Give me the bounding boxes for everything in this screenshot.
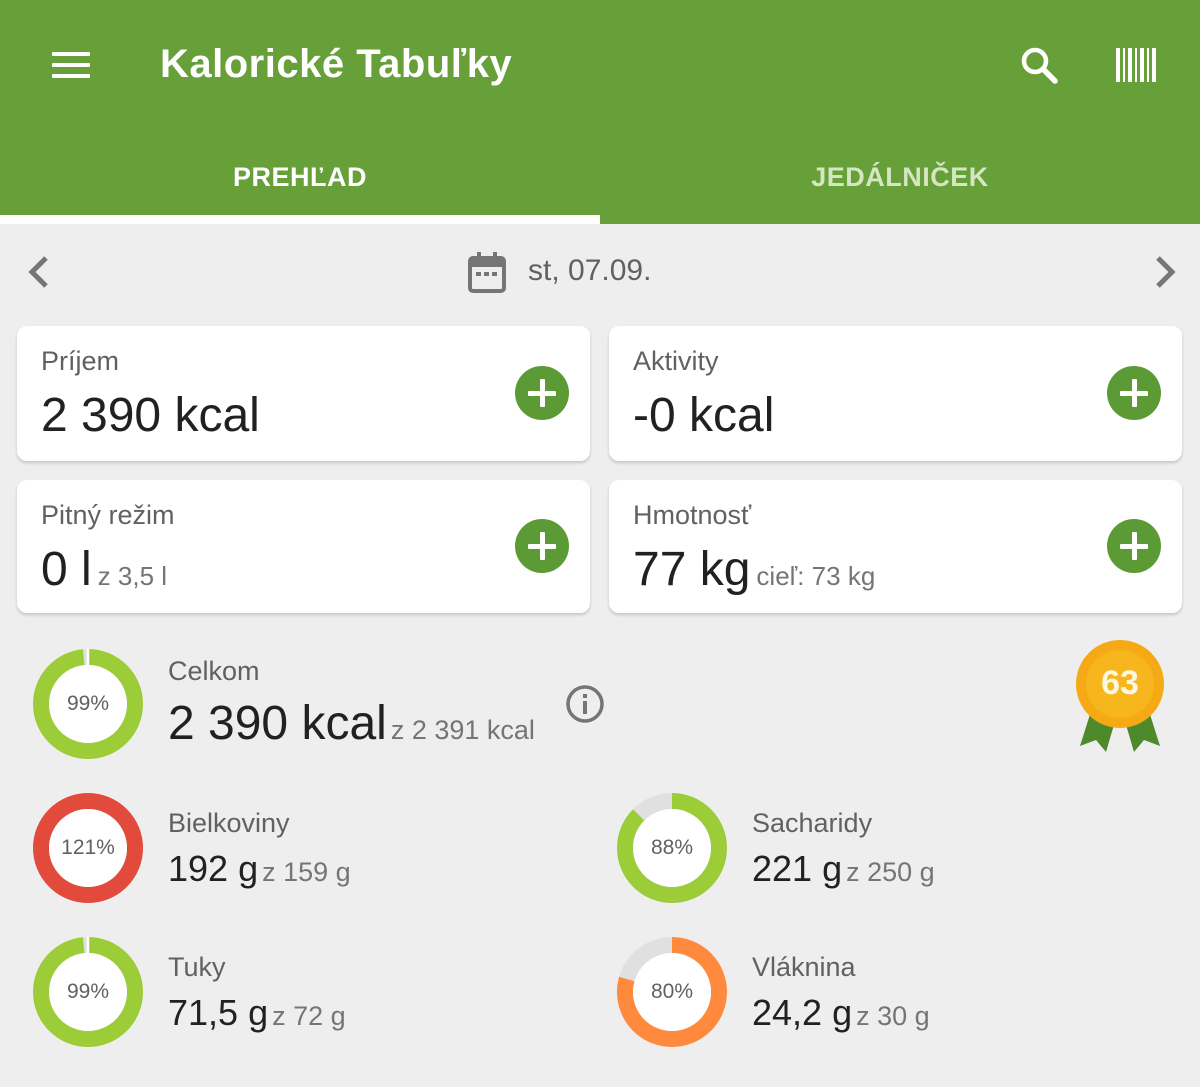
tab-overview[interactable]: PREHĽAD xyxy=(232,162,367,192)
calendar-icon[interactable] xyxy=(468,252,506,294)
fiber-goal: z 30 g xyxy=(856,1001,930,1031)
protein-percent: 121% xyxy=(61,836,115,859)
fat-goal: z 72 g xyxy=(272,1001,346,1031)
app-title: Kalorické Tabuľky xyxy=(160,42,513,86)
protein-amount: 192 g xyxy=(168,848,259,889)
protein-goal: z 159 g xyxy=(262,857,351,887)
barcode-icon[interactable] xyxy=(1114,46,1158,84)
carbs-amount: 221 g xyxy=(752,848,843,889)
add-weight-button[interactable] xyxy=(1107,519,1161,573)
chevron-left-icon[interactable] xyxy=(20,250,60,294)
tab-indicator xyxy=(0,215,600,224)
total-value: 2 390 kcal z 2 391 kcal xyxy=(168,696,535,751)
chevron-right-icon[interactable] xyxy=(1144,250,1184,294)
tab-meal-plan[interactable]: JEDÁLNIČEK xyxy=(811,162,989,192)
total-goal: z 2 391 kcal xyxy=(390,715,535,745)
info-icon[interactable] xyxy=(564,683,606,725)
fat-amount: 71,5 g xyxy=(168,992,269,1033)
fiber-progress-ring xyxy=(617,937,727,1047)
total-amount: 2 390 kcal xyxy=(168,697,387,750)
weight-amount: 77 kg xyxy=(633,543,751,596)
protein-label: Bielkoviny xyxy=(168,808,290,838)
ring-center xyxy=(633,809,711,887)
weight-label: Hmotnosť xyxy=(633,500,752,530)
ring-progress xyxy=(617,937,727,1047)
weight-value: 77 kg cieľ: 73 kg xyxy=(633,542,875,597)
water-label: Pitný režim xyxy=(41,500,175,530)
carbs-goal: z 250 g xyxy=(846,857,935,887)
protein-progress-ring xyxy=(33,793,143,903)
intake-value: 2 390 kcal xyxy=(41,389,260,442)
weight-goal: cieľ: 73 kg xyxy=(756,561,876,591)
add-intake-button[interactable] xyxy=(515,366,569,420)
add-activity-button[interactable] xyxy=(1107,366,1161,420)
ring-center xyxy=(49,665,127,743)
activities-card[interactable]: Aktivity -0 kcal xyxy=(609,326,1182,461)
water-amount: 0 l xyxy=(41,543,92,596)
app-bar xyxy=(0,0,1200,224)
fiber-label: Vláknina xyxy=(752,952,856,982)
carbs-percent: 88% xyxy=(650,836,694,859)
weight-card[interactable]: Hmotnosť 77 kg cieľ: 73 kg xyxy=(609,480,1182,613)
activities-value: -0 kcal xyxy=(633,389,775,442)
current-date[interactable]: st, 07.09. xyxy=(528,254,652,287)
total-progress-ring xyxy=(33,649,143,759)
fat-label: Tuky xyxy=(168,952,226,982)
intake-label: Príjem xyxy=(41,346,120,376)
ring-center xyxy=(49,809,127,887)
ring-center xyxy=(49,953,127,1031)
ring-center xyxy=(633,953,711,1031)
score-value: 63 xyxy=(1101,664,1139,702)
fat-progress-ring xyxy=(33,937,143,1047)
activities-label: Aktivity xyxy=(633,346,719,376)
carbs-progress-ring xyxy=(617,793,727,903)
water-goal: z 3,5 l xyxy=(97,561,168,591)
fiber-amount: 24,2 g xyxy=(752,992,853,1033)
intake-card[interactable]: Príjem 2 390 kcal xyxy=(17,326,590,461)
fat-percent: 99% xyxy=(66,980,110,1003)
menu-icon[interactable] xyxy=(52,50,92,80)
search-icon[interactable] xyxy=(1018,44,1062,88)
fiber-percent: 80% xyxy=(650,980,694,1003)
add-water-button[interactable] xyxy=(515,519,569,573)
total-label: Celkom xyxy=(168,656,260,686)
ring-progress xyxy=(617,793,727,903)
award-badge-icon[interactable] xyxy=(1072,638,1168,756)
total-percent: 99% xyxy=(66,692,110,715)
ring-progress xyxy=(33,793,143,903)
carbs-label: Sacharidy xyxy=(752,808,873,838)
